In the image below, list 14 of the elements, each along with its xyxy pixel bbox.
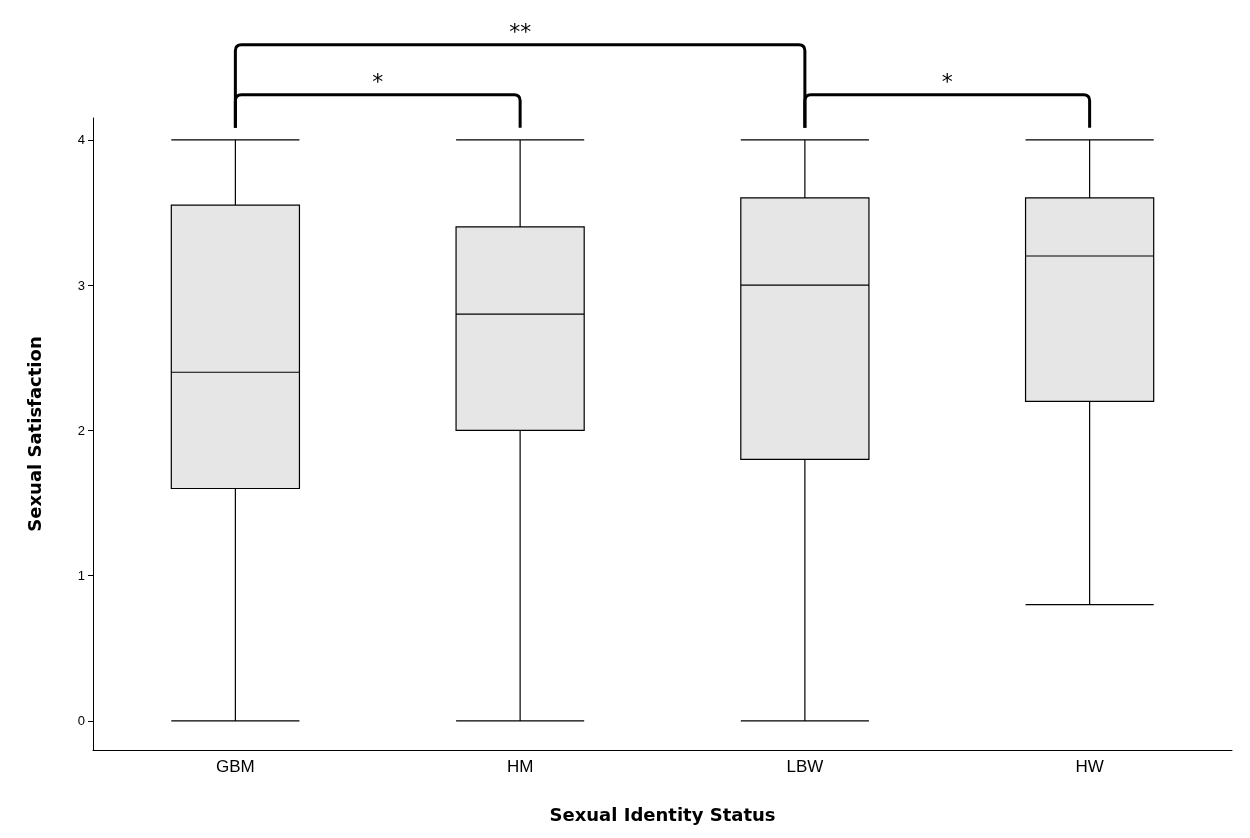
x-axis-title: Sexual Identity Status bbox=[549, 803, 776, 825]
text: * bbox=[941, 68, 953, 94]
y-tick-label: 2 bbox=[77, 422, 85, 438]
x-tick-label: HW bbox=[1075, 757, 1104, 776]
y-tick-label: 0 bbox=[77, 713, 85, 729]
y-tick-label: 4 bbox=[77, 132, 85, 148]
x-tick-label: GBM bbox=[216, 757, 255, 776]
text: ** bbox=[509, 18, 532, 44]
text: * bbox=[372, 68, 384, 94]
y-tick-label: 3 bbox=[77, 277, 85, 293]
x-tick-label: LBW bbox=[786, 757, 824, 776]
y-tick-label: 1 bbox=[77, 568, 85, 584]
x-tick-label: HM bbox=[506, 757, 534, 776]
y-axis-title: Sexual Satisfaction bbox=[23, 336, 45, 532]
